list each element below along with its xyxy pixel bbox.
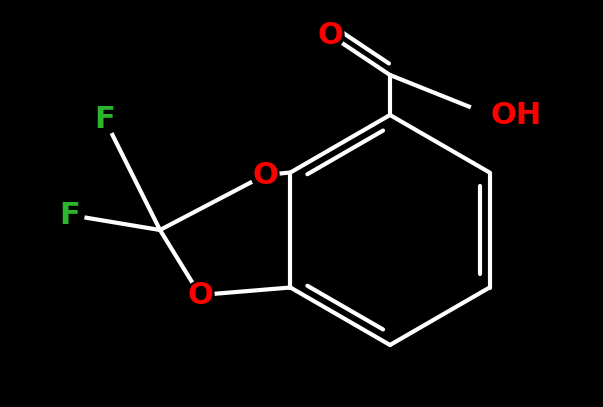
Text: OH: OH — [490, 101, 541, 129]
Circle shape — [251, 161, 279, 189]
Circle shape — [91, 106, 119, 134]
Circle shape — [56, 201, 84, 229]
Text: O: O — [187, 280, 213, 309]
Circle shape — [186, 281, 214, 309]
Text: F: F — [60, 201, 80, 230]
Circle shape — [470, 95, 510, 135]
Text: O: O — [317, 20, 343, 50]
Text: F: F — [95, 105, 115, 134]
Text: O: O — [252, 160, 278, 190]
Circle shape — [316, 21, 344, 49]
